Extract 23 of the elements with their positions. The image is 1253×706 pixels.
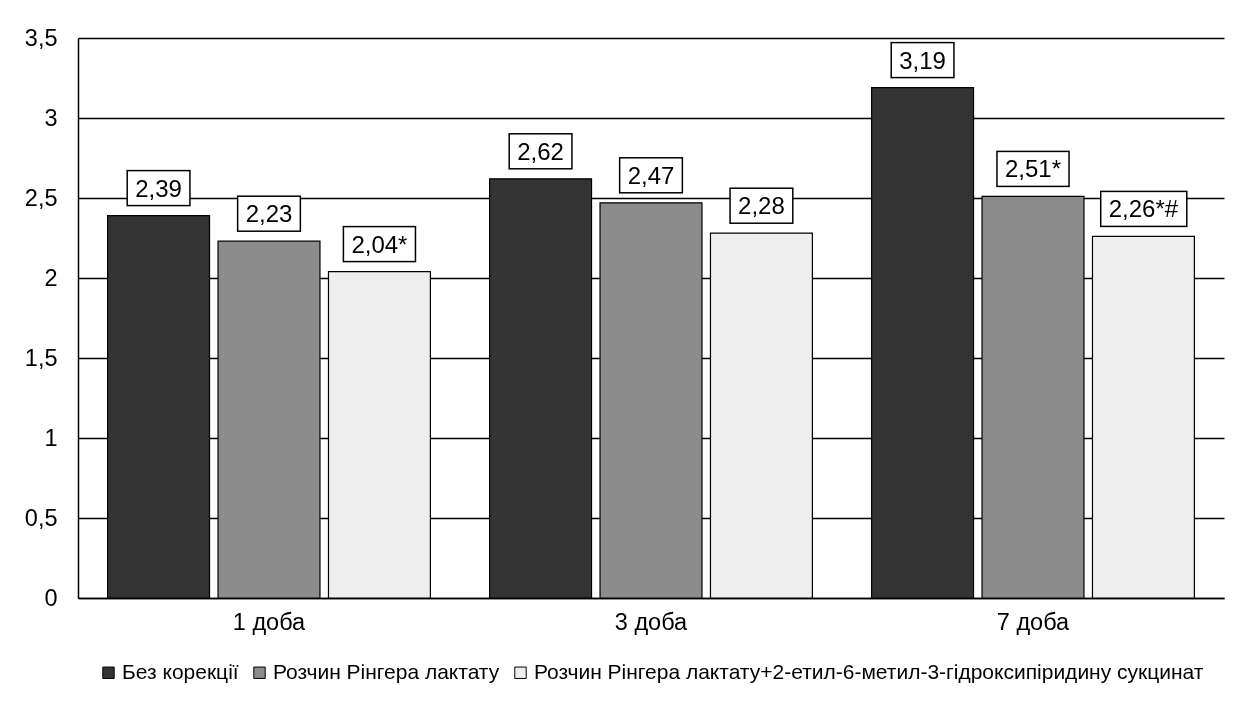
y-tick-label: 3 [44, 104, 58, 131]
legend-label: Розчин Рінгера лактату+2-етил-6-метил-3-гідроксипіридину сукцинат [534, 659, 1204, 683]
legend-label: Без корекції [122, 659, 239, 683]
data-label: 2,62 [517, 137, 564, 165]
data-label: 2,23 [245, 200, 293, 228]
x-tick-label: 1 доба [232, 608, 307, 635]
x-tick-label: 3 доба [614, 608, 689, 635]
data-label: 2,04* [351, 230, 408, 258]
legend-label: Розчин Рінгера лактату [273, 659, 500, 683]
y-tick-label: 2,5 [24, 184, 58, 211]
y-tick-label: 1 [44, 424, 58, 451]
data-label: 2,28 [738, 192, 785, 220]
y-tick-label: 0 [44, 584, 58, 611]
y-tick-label: 2 [44, 264, 58, 291]
y-tick-label: 3,5 [24, 24, 58, 51]
data-label: 2,39 [135, 174, 182, 202]
y-tick-label: 0,5 [24, 504, 58, 531]
data-label: 2,47 [627, 161, 675, 189]
x-tick-label: 7 доба [996, 608, 1071, 635]
data-label: 2,51* [1004, 155, 1062, 183]
y-tick-label: 1,5 [24, 344, 58, 371]
data-label: 2,26*# [1108, 195, 1179, 223]
data-label: 3,19 [899, 46, 946, 74]
